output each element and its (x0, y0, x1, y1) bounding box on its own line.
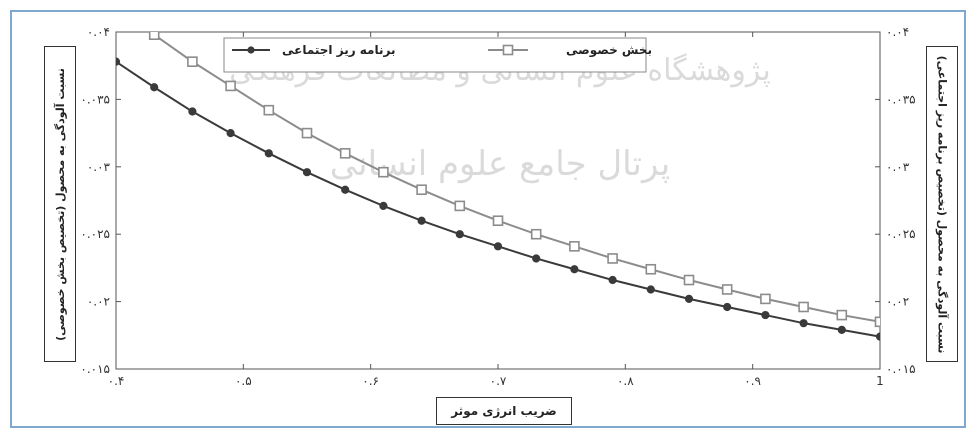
x-tick-label: 1 (876, 374, 884, 388)
y-tick-label-right: ۰.۰۱۵ (886, 362, 916, 376)
data-point (530, 228, 542, 240)
y-axis-label-right-box: نسبت آلودگی به محصول (تخصیص برنامه ریز ا… (926, 46, 958, 362)
x-tick-label: ۰.۴ (108, 374, 125, 388)
data-point (836, 309, 848, 321)
y-axis-label-left: نسبت آلودگی به محصول (تخصیص بخش خصوصی) (53, 67, 67, 341)
data-point (875, 332, 880, 341)
data-point (723, 302, 732, 312)
y-axis-label-left-box: نسبت آلودگی به محصول (تخصیص بخش خصوصی) (44, 46, 76, 362)
data-point (798, 301, 809, 313)
data-point (532, 254, 541, 263)
data-point (684, 294, 694, 304)
y-axis-label-right: نسبت آلودگی به محصول (تخصیص برنامه ریز ا… (935, 55, 949, 353)
data-point (493, 242, 503, 251)
y-tick-label-left: ۰.۰۳ (87, 160, 111, 174)
legend-label: برنامه ریز اجتماعی (282, 43, 395, 57)
data-point (379, 201, 388, 210)
data-point (225, 80, 236, 92)
data-point (417, 216, 426, 225)
chart-border (10, 10, 966, 428)
y-tick-label-right: ۰.۰۳ (886, 160, 910, 174)
y-tick-label-right: ۰.۰۴ (886, 25, 909, 39)
legend-label: بخش خصوصی (566, 43, 652, 58)
x-tick-label: ۰.۷ (490, 374, 507, 388)
data-point (302, 168, 312, 177)
legend: برنامه ریز اجتماعی بخش خصوصی (223, 37, 652, 73)
data-point (416, 184, 427, 196)
data-point (570, 265, 579, 274)
x-axis-label: ضریب انرژی موثر (451, 404, 557, 418)
series-1 (148, 32, 880, 328)
data-point (263, 104, 275, 116)
data-point (608, 275, 617, 285)
legend-swatch-marker (247, 46, 255, 54)
data-point (454, 200, 466, 212)
data-point (760, 293, 771, 305)
y-tick-label-left: ۰.۰۴ (87, 25, 110, 39)
x-tick-label: ۰.۵ (235, 374, 252, 388)
series-2 (116, 57, 880, 341)
data-point (455, 230, 464, 239)
data-point (339, 148, 351, 159)
watermark: پژوهشگاه علوم انسانی و مطالعات فرهنگیپرت… (229, 53, 771, 184)
x-tick-label: ۰.۹ (744, 374, 761, 388)
x-axis-label-box: ضریب انرژی موثر (436, 397, 572, 425)
data-point (761, 310, 770, 320)
data-point (341, 185, 350, 194)
series-clip-group (116, 32, 880, 341)
y-tick-label-left: ۰.۰۱۵ (80, 362, 110, 376)
data-point (264, 149, 273, 158)
legend-swatch-marker (502, 44, 514, 56)
data-point (569, 241, 580, 252)
data-point (150, 83, 159, 92)
y-tick-label-left: ۰.۰۲ (87, 295, 110, 309)
legend-box (223, 37, 647, 73)
data-point (683, 274, 695, 286)
data-point (187, 56, 198, 67)
data-point (301, 127, 313, 139)
data-point (837, 325, 846, 335)
y-tick-label-right: ۰.۰۲ (886, 295, 909, 309)
data-point (646, 285, 655, 294)
y-tick-label-left: ۰.۰۲۵ (80, 227, 110, 241)
y-tick-label-left: ۰.۰۳۵ (80, 92, 110, 106)
series-layer (116, 32, 880, 341)
x-tick-label: ۰.۶ (362, 374, 379, 388)
data-point (378, 166, 389, 178)
watermark-line-2: پرتال جامع علوم انسانی (330, 144, 670, 184)
data-point (799, 319, 808, 328)
data-point (188, 107, 197, 116)
data-point (721, 284, 733, 295)
data-point (874, 316, 880, 328)
data-point (116, 57, 121, 66)
y-tick-label-right: ۰.۰۳۵ (886, 92, 916, 106)
data-point (492, 215, 504, 227)
data-point (148, 32, 160, 40)
y-tick-label-right: ۰.۰۲۵ (886, 227, 916, 241)
data-point (607, 253, 618, 264)
data-point (226, 129, 235, 138)
data-point (645, 263, 657, 275)
x-tick-label: ۰.۸ (617, 374, 634, 388)
